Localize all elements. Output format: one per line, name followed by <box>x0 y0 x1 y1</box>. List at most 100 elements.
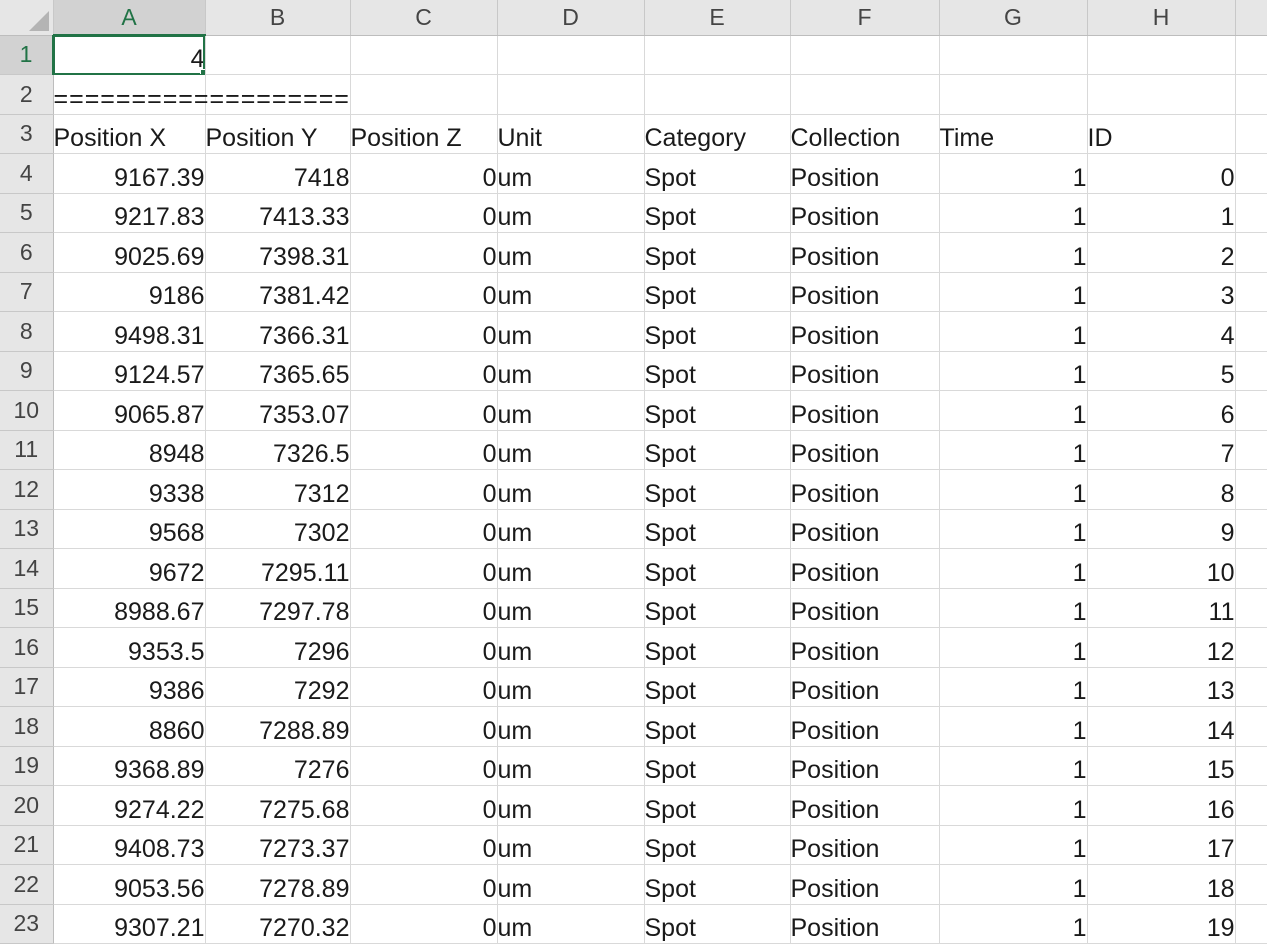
cell-h12[interactable]: 8 <box>1087 469 1236 510</box>
cell-h5[interactable]: 1 <box>1087 193 1236 233</box>
cell-i10[interactable] <box>1235 390 1267 431</box>
cell-c10[interactable]: 0 <box>350 390 498 431</box>
cell-i16[interactable] <box>1235 627 1267 668</box>
cell-d1[interactable] <box>497 35 645 75</box>
cell-i23[interactable] <box>1235 904 1267 944</box>
cell-b1[interactable] <box>205 35 351 75</box>
cell-f8[interactable]: Position <box>790 311 940 352</box>
cell-d7[interactable]: um <box>497 272 645 312</box>
row-header-2[interactable]: 2 <box>0 74 54 115</box>
cell-d2[interactable] <box>497 74 645 115</box>
cell-h14[interactable]: 10 <box>1087 548 1236 589</box>
cell-e14[interactable]: Spot <box>644 548 791 589</box>
cell-g23[interactable]: 1 <box>939 904 1088 944</box>
cell-f18[interactable]: Position <box>790 706 940 747</box>
cell-c9[interactable]: 0 <box>350 351 498 391</box>
cell-b18[interactable]: 7288.89 <box>205 706 351 747</box>
cell-c11[interactable]: 0 <box>350 430 498 470</box>
cell-b22[interactable]: 7278.89 <box>205 864 351 905</box>
cell-g16[interactable]: 1 <box>939 627 1088 668</box>
cell-i8[interactable] <box>1235 311 1267 352</box>
row-header-15[interactable]: 15 <box>0 588 54 628</box>
cell-c8[interactable]: 0 <box>350 311 498 352</box>
row-header-16[interactable]: 16 <box>0 627 54 668</box>
row-header-6[interactable]: 6 <box>0 232 54 273</box>
cell-a15[interactable]: 8988.67 <box>53 588 206 628</box>
cell-h21[interactable]: 17 <box>1087 825 1236 865</box>
row-header-22[interactable]: 22 <box>0 864 54 905</box>
row-header-14[interactable]: 14 <box>0 548 54 589</box>
cell-a9[interactable]: 9124.57 <box>53 351 206 391</box>
cell-c21[interactable]: 0 <box>350 825 498 865</box>
cell-e1[interactable] <box>644 35 791 75</box>
cell-h22[interactable]: 18 <box>1087 864 1236 905</box>
cell-c15[interactable]: 0 <box>350 588 498 628</box>
cell-f4[interactable]: Position <box>790 153 940 194</box>
cell-f19[interactable]: Position <box>790 746 940 786</box>
row-header-21[interactable]: 21 <box>0 825 54 865</box>
cell-d5[interactable]: um <box>497 193 645 233</box>
cell-f11[interactable]: Position <box>790 430 940 470</box>
cell-b11[interactable]: 7326.5 <box>205 430 351 470</box>
cell-c12[interactable]: 0 <box>350 469 498 510</box>
cell-e16[interactable]: Spot <box>644 627 791 668</box>
column-header-h[interactable]: H <box>1087 0 1236 36</box>
cell-b12[interactable]: 7312 <box>205 469 351 510</box>
cell-e5[interactable]: Spot <box>644 193 791 233</box>
cell-e4[interactable]: Spot <box>644 153 791 194</box>
cell-h7[interactable]: 3 <box>1087 272 1236 312</box>
cell-g1[interactable] <box>939 35 1088 75</box>
cell-i9[interactable] <box>1235 351 1267 391</box>
cell-e6[interactable]: Spot <box>644 232 791 273</box>
cell-h11[interactable]: 7 <box>1087 430 1236 470</box>
cell-i13[interactable] <box>1235 509 1267 549</box>
cell-i20[interactable] <box>1235 785 1267 826</box>
cell-a8[interactable]: 9498.31 <box>53 311 206 352</box>
cell-d13[interactable]: um <box>497 509 645 549</box>
cell-c17[interactable]: 0 <box>350 667 498 707</box>
cell-b9[interactable]: 7365.65 <box>205 351 351 391</box>
cell-e7[interactable]: Spot <box>644 272 791 312</box>
row-header-17[interactable]: 17 <box>0 667 54 707</box>
cell-i1[interactable] <box>1235 35 1267 75</box>
cell-a20[interactable]: 9274.22 <box>53 785 206 826</box>
cell-c16[interactable]: 0 <box>350 627 498 668</box>
cell-g4[interactable]: 1 <box>939 153 1088 194</box>
cell-e10[interactable]: Spot <box>644 390 791 431</box>
cell-a10[interactable]: 9065.87 <box>53 390 206 431</box>
cell-i17[interactable] <box>1235 667 1267 707</box>
row-header-20[interactable]: 20 <box>0 785 54 826</box>
row-header-1[interactable]: 1 <box>0 35 54 75</box>
select-all-corner[interactable] <box>0 0 54 36</box>
cell-e15[interactable]: Spot <box>644 588 791 628</box>
row-header-11[interactable]: 11 <box>0 430 54 470</box>
cell-f10[interactable]: Position <box>790 390 940 431</box>
cell-a22[interactable]: 9053.56 <box>53 864 206 905</box>
cell-c5[interactable]: 0 <box>350 193 498 233</box>
cell-b15[interactable]: 7297.78 <box>205 588 351 628</box>
cell-a5[interactable]: 9217.83 <box>53 193 206 233</box>
cell-a12[interactable]: 9338 <box>53 469 206 510</box>
cell-c6[interactable]: 0 <box>350 232 498 273</box>
cell-h3[interactable]: ID <box>1087 114 1236 154</box>
cell-h10[interactable]: 6 <box>1087 390 1236 431</box>
cell-f2[interactable] <box>790 74 940 115</box>
cell-a14[interactable]: 9672 <box>53 548 206 589</box>
cell-a16[interactable]: 9353.5 <box>53 627 206 668</box>
cell-d11[interactable]: um <box>497 430 645 470</box>
cell-c19[interactable]: 0 <box>350 746 498 786</box>
row-header-7[interactable]: 7 <box>0 272 54 312</box>
cell-g22[interactable]: 1 <box>939 864 1088 905</box>
cell-g7[interactable]: 1 <box>939 272 1088 312</box>
cell-i12[interactable] <box>1235 469 1267 510</box>
cell-a18[interactable]: 8860 <box>53 706 206 747</box>
cell-i6[interactable] <box>1235 232 1267 273</box>
cell-i2[interactable] <box>1235 74 1267 115</box>
cell-a6[interactable]: 9025.69 <box>53 232 206 273</box>
column-header-e[interactable]: E <box>644 0 791 36</box>
cell-g15[interactable]: 1 <box>939 588 1088 628</box>
cell-b19[interactable]: 7276 <box>205 746 351 786</box>
cell-i11[interactable] <box>1235 430 1267 470</box>
cell-d21[interactable]: um <box>497 825 645 865</box>
cell-f9[interactable]: Position <box>790 351 940 391</box>
